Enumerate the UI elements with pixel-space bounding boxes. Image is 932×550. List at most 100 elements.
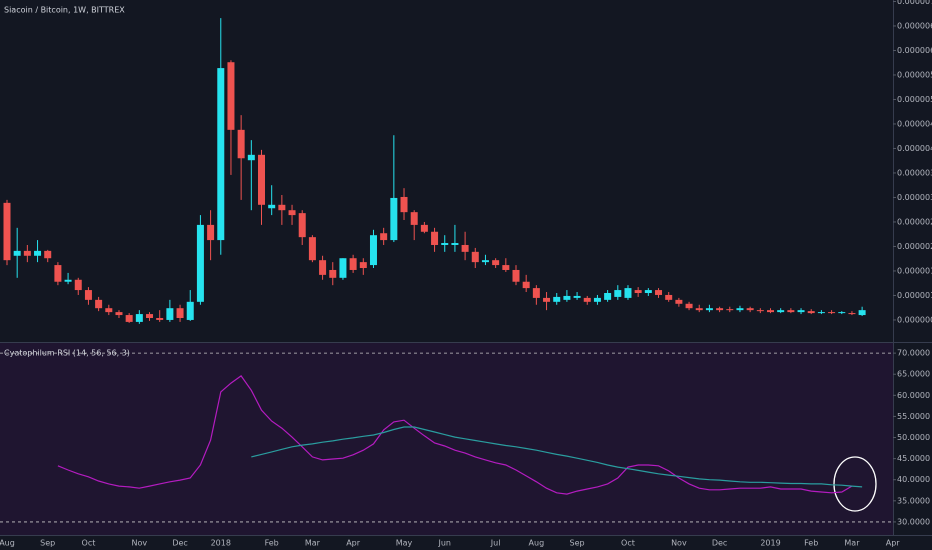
x-tick-label: 2018 [211,539,231,548]
candle-body [726,309,734,311]
candle-body [13,250,21,256]
candle-body [817,312,825,314]
candle-body [593,297,601,302]
candle-body [746,308,754,311]
candle-body [308,237,316,261]
x-tick-label: Dec [172,539,187,548]
x-tick-label: May [396,539,413,548]
y-tick-label: 55.0000 [897,412,930,421]
x-tick-label: 2019 [760,539,780,548]
candle-body [95,299,103,309]
x-tick-label: Dec [712,539,727,548]
candle-body [410,212,418,225]
candle-body [84,290,92,300]
candle-body [695,308,703,311]
candle-body [767,310,774,313]
x-tick-label: Apr [886,539,901,548]
candle-body [339,258,347,278]
x-tick-label: Jun [437,539,451,548]
y-tick-label: 50.0000 [897,433,930,442]
x-tick-label: Nov [132,539,148,548]
candle-body [736,308,744,311]
candle-body [828,312,836,314]
candle-body [298,213,306,238]
candle-body [380,233,388,241]
candle-body [481,260,489,263]
candle-body [756,310,764,312]
candle-body [604,293,612,300]
candle-body [655,290,663,295]
candle-body [522,281,530,289]
candle-body [237,129,245,159]
x-tick-label: Oct [82,539,96,548]
x-tick-label: Aug [529,539,545,548]
candle-body [166,308,174,320]
candle-body [787,310,795,313]
x-tick-label: Aug [0,539,15,548]
candle-body [23,250,31,256]
rsi-panel [0,343,893,535]
candle-body [512,269,520,282]
y-tick-label: 0.00000450 [897,119,932,128]
candle-body [207,224,215,241]
candle-body [278,204,286,211]
candle-body [196,224,204,302]
candle-body [319,260,327,275]
candle-body [146,314,154,318]
y-tick-label: 65.0000 [897,370,930,379]
y-tick-label: 70.0000 [897,349,930,358]
indicator-line [57,375,853,495]
highlight-circle [833,456,877,512]
candle-body [329,269,337,278]
candle-body [705,308,713,311]
x-tick-label: Sep [570,539,585,548]
candle-body [369,235,377,266]
x-tick-label: Apr [346,539,361,548]
y-tick-label: 0.00000150 [897,266,932,275]
candle-body [624,288,632,298]
x-tick-label: Mar [305,539,321,548]
candle-body [105,308,113,313]
candle-body [420,224,428,232]
candle-body [74,279,82,291]
candle-body [217,68,225,241]
candle-body [34,250,42,256]
candle-body [247,154,255,161]
y-tick-label: 0.00000400 [897,144,932,153]
y-tick-label: 0.00000100 [897,291,932,300]
indicator-line [251,426,863,488]
candle-body [675,299,683,304]
candle-body [644,290,652,294]
candle-body [227,62,235,130]
candle-body [268,204,276,209]
candle-body [634,290,642,294]
candle-body [553,296,561,302]
y-tick-label: 0.00000550 [897,70,932,79]
candle-body [471,251,479,263]
candle-body [563,295,571,300]
candle-body [838,312,846,314]
x-tick-label: Mar [844,539,860,548]
candle-body [573,295,581,298]
candle-body [502,265,510,270]
candle-body [797,310,805,313]
candle-body [288,210,296,216]
x-tick-label: Nov [671,539,687,548]
candle-body [532,288,540,298]
candle-body [258,154,265,205]
candle-body [156,317,164,320]
candle-body [848,313,856,315]
candle-body [64,279,72,282]
y-tick-label: 40.0000 [897,475,930,484]
candle-body [54,265,62,282]
y-tick-label: 0.00000050 [897,315,932,324]
y-tick-label: 0.00000350 [897,168,932,177]
y-tick-label: 35.0000 [897,496,930,505]
candle-body [176,308,184,318]
candle-body [186,301,194,320]
y-tick-label: 0.00000200 [897,242,932,251]
y-tick-label: 0.00000300 [897,193,932,202]
y-tick-label: 0.00000600 [897,46,932,55]
x-tick-label: Feb [265,539,279,548]
